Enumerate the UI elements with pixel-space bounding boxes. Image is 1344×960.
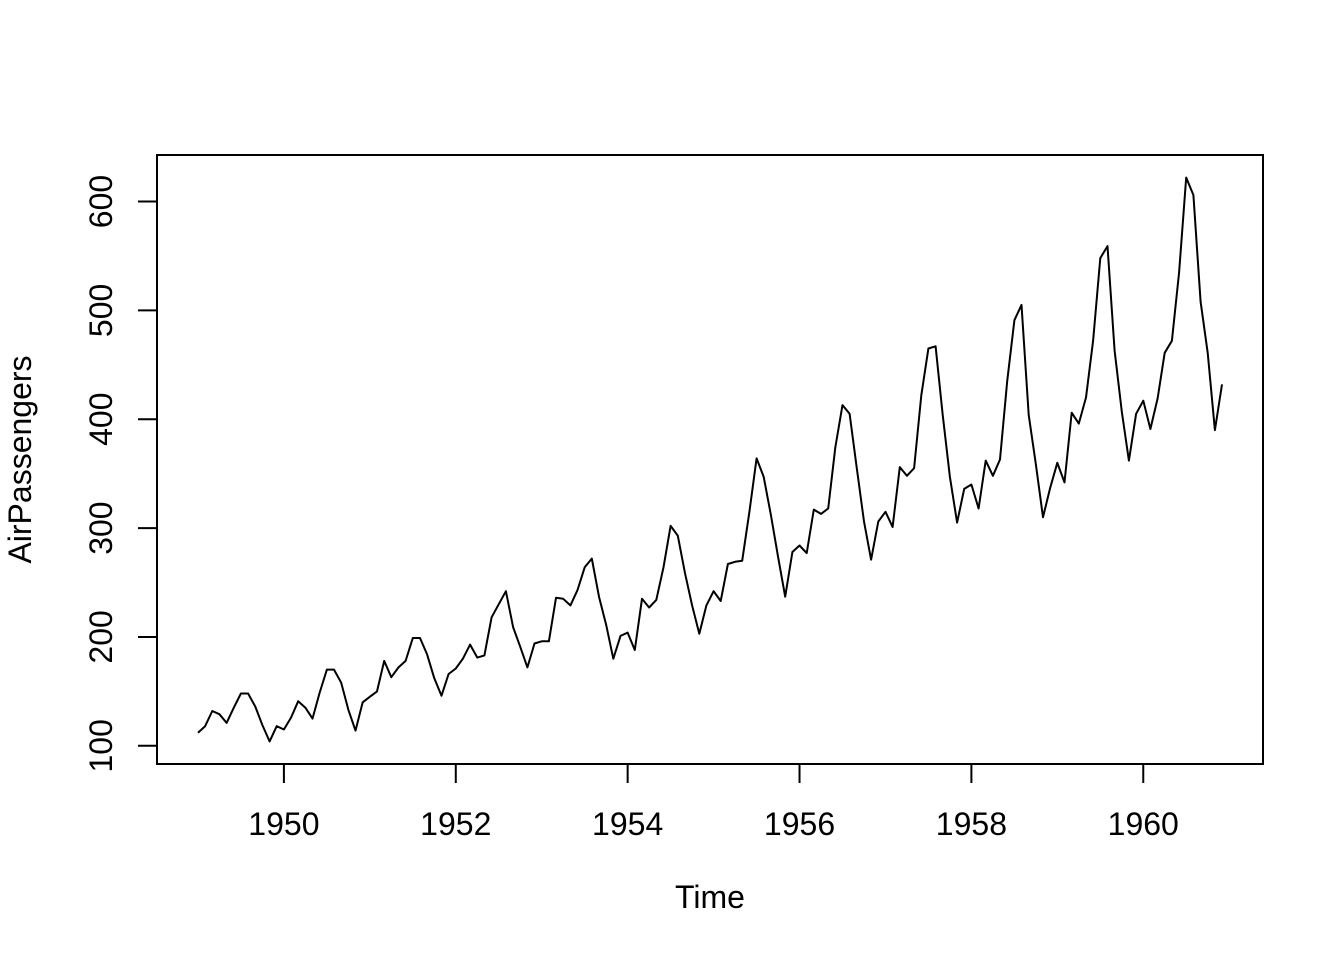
x-tick-label: 1952 — [420, 806, 491, 842]
x-tick-label: 1956 — [764, 806, 835, 842]
x-tick-label: 1954 — [592, 806, 663, 842]
y-tick-label: 300 — [83, 501, 119, 554]
plot-box — [156, 154, 1264, 765]
x-tick-label: 1958 — [936, 806, 1007, 842]
y-tick-label: 100 — [83, 719, 119, 772]
y-tick-label: 400 — [83, 393, 119, 446]
y-tick-label: 600 — [83, 175, 119, 228]
y-tick-label: 200 — [83, 610, 119, 663]
series-line — [197, 176, 1223, 743]
y-axis-title: AirPassengers — [2, 355, 38, 563]
x-tick-label: 1960 — [1108, 806, 1179, 842]
x-tick-label: 1950 — [248, 806, 319, 842]
x-axis-title: Time — [675, 879, 745, 915]
axis-ticks: 1950 1952 1954 1956 1958 1960 100 200 300 400 500 6… — [83, 175, 1179, 842]
y-tick-label: 500 — [83, 284, 119, 337]
